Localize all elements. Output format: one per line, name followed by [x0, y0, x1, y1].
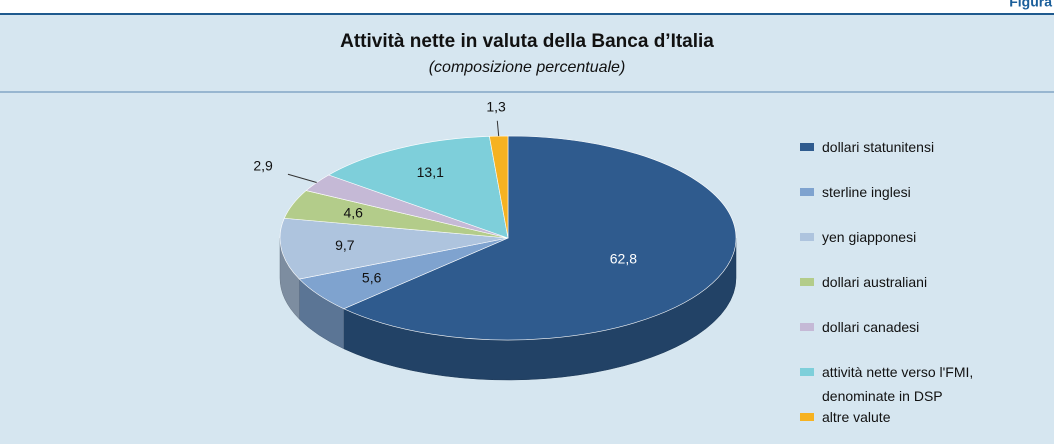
legend-label: altre valute: [822, 409, 891, 425]
chart-title: Attività nette in valuta della Banca d’I…: [340, 31, 714, 52]
pie-slice: [343, 135, 737, 341]
data-label: 5,6: [362, 270, 382, 286]
data-label: 1,3: [486, 98, 506, 114]
leader-line: [496, 120, 500, 137]
figure-label: Figura: [1009, 0, 1052, 10]
legend-label: dollari canadesi: [822, 319, 920, 335]
pie-walls: [279, 237, 737, 381]
legend-swatch: [800, 188, 814, 196]
leader-line: [287, 173, 317, 184]
legend-label: yen giapponesi: [822, 229, 917, 245]
legend-swatch: [800, 233, 814, 241]
pie-labels: 62,8 5,6 9,7 4,6 2,9 13,1 1,3: [253, 98, 637, 285]
legend-swatch: [800, 413, 814, 421]
pie-slice: [279, 217, 509, 280]
legend-label: attività nette verso l'FMI, denominate i…: [822, 364, 974, 404]
legend-item: dollari australiani: [800, 270, 990, 315]
legend-item: dollari canadesi: [800, 315, 990, 360]
legend-swatch: [800, 278, 814, 286]
data-label: 2,9: [253, 158, 273, 174]
legend-label: dollari statunitensi: [822, 139, 935, 155]
data-label: 13,1: [417, 164, 444, 180]
legend: dollari statunitensi sterline inglesi yen …: [800, 135, 990, 444]
legend-label: dollari australiani: [822, 274, 928, 290]
legend-item: attività nette verso l'FMI, denominate i…: [800, 360, 990, 405]
legend-swatch: [800, 143, 814, 151]
legend-item: yen giapponesi: [800, 225, 990, 270]
pie-slice: [328, 136, 509, 239]
data-label: 4,6: [343, 204, 363, 220]
data-label: 9,7: [335, 237, 355, 253]
legend-item: altre valute: [800, 405, 990, 444]
legend-label: sterline inglesi: [822, 184, 911, 200]
pie-tops: [279, 135, 737, 341]
legend-swatch: [800, 323, 814, 331]
legend-item: dollari statunitensi: [800, 135, 990, 180]
legend-swatch: [800, 368, 814, 376]
data-label: 62,8: [610, 251, 637, 267]
legend-item: sterline inglesi: [800, 180, 990, 225]
chart-subtitle: (composizione percentuale): [429, 59, 626, 76]
